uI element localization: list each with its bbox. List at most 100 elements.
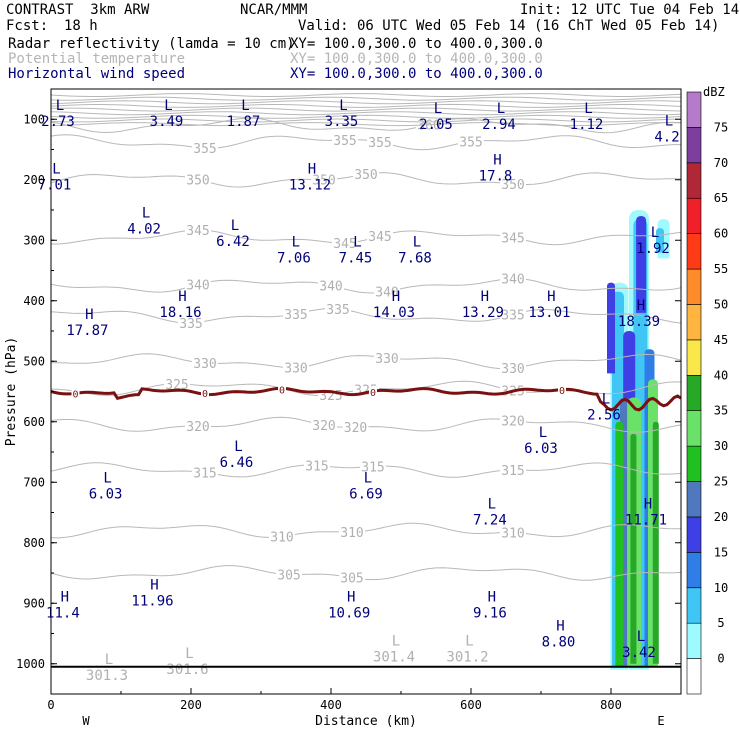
wind-extremum-value: 2.73 xyxy=(41,114,75,130)
wind-extremum-value: 1.92 xyxy=(636,241,670,257)
theta-extremum-marker: L xyxy=(465,634,473,650)
wind-extremum-value: 6.42 xyxy=(216,234,250,250)
theta-label-bg xyxy=(500,307,526,321)
wind-extremum-value: 2.05 xyxy=(419,117,453,133)
x-tick-label: 400 xyxy=(320,698,342,712)
x-tick-label: 200 xyxy=(180,698,202,712)
wind-extremum-marker: L xyxy=(353,234,361,250)
theta-label-bg xyxy=(269,529,295,543)
wind-extremum-marker: H xyxy=(644,496,652,512)
theta-extremum-value: 301.3 xyxy=(86,668,128,684)
theta-label-355: 355 xyxy=(193,142,216,157)
theta-contour-upper xyxy=(51,103,681,108)
axes: 100 200 300 400 500 600 700 800 900 1000 0 200 400 60… xyxy=(4,88,682,729)
wind-extremum-marker: L xyxy=(292,234,300,250)
colorbar-label: 60 xyxy=(714,227,728,241)
colorbar-swatch xyxy=(686,197,702,234)
theta-label-bg xyxy=(500,176,526,190)
theta-label-315: 315 xyxy=(501,464,524,479)
theta-contours: 305 305 310 310 310 315 315 315 315 320 320 320 320 3… xyxy=(51,93,681,587)
y-tick-label: 100 xyxy=(23,112,45,126)
wind-extremum-marker: L xyxy=(56,98,64,114)
theta-contour-305 xyxy=(51,565,681,581)
theta-extremum-value: 301.2 xyxy=(446,650,488,666)
zero-label: 0 xyxy=(370,388,376,399)
colorbar-label: 70 xyxy=(714,156,728,170)
wind-extremum-marker: L xyxy=(241,98,249,114)
colorbar-label: 25 xyxy=(714,475,728,489)
wind-extremum-value: 6.03 xyxy=(524,441,558,457)
wind-extremum-value: 2.94 xyxy=(482,117,516,133)
colorbar-swatch xyxy=(686,587,702,624)
theta-label-bg xyxy=(339,570,365,584)
theta-label-335: 335 xyxy=(284,308,307,323)
wind-extremum-marker: H xyxy=(178,289,186,305)
theta-label-315: 315 xyxy=(361,461,384,476)
zero-line: 0 0 0 0 0 xyxy=(51,383,681,412)
colorbar-label: 35 xyxy=(714,404,728,418)
theta-label-335: 335 xyxy=(326,303,349,318)
zero-line-path xyxy=(51,386,681,412)
colorbar-label: 65 xyxy=(714,191,728,205)
wind-extremum-value: 1.87 xyxy=(227,114,261,130)
theta-contour-360 xyxy=(51,117,681,134)
theta-label-bg xyxy=(332,235,358,249)
theta-label-340: 340 xyxy=(375,286,398,301)
theta-label-bg xyxy=(342,420,369,434)
theta-label-bg xyxy=(374,350,400,364)
theta-label-bg xyxy=(178,315,204,329)
theta-label-bg xyxy=(500,463,526,477)
colorbar-label: 40 xyxy=(714,368,728,382)
colorbar-label: 45 xyxy=(714,333,728,347)
echo-dkgreen-a xyxy=(630,433,637,664)
x-tick-label: 0 xyxy=(47,698,54,712)
theta-label-bg xyxy=(374,284,400,298)
theta-contour-345 xyxy=(51,229,681,246)
echo-green-a xyxy=(615,421,624,667)
colorbar-swatch xyxy=(686,410,702,447)
wind-extremum-marker: L xyxy=(584,101,592,117)
wind-extremum-marker: L xyxy=(602,392,610,408)
x-axis-label: Distance (km) xyxy=(315,714,417,729)
colorbar-label: 55 xyxy=(714,262,728,276)
wind-extremum-marker: L xyxy=(488,496,496,512)
echo-sky-c xyxy=(656,228,664,253)
colorbar-label: 0 xyxy=(717,652,724,666)
x-tick-label: 800 xyxy=(600,698,622,712)
theta-label-320: 320 xyxy=(186,420,209,435)
wind-extremum-value: 7.06 xyxy=(277,250,311,266)
theta-label-355: 355 xyxy=(368,136,391,151)
theta-label-bg xyxy=(332,132,358,146)
reflectivity-shading xyxy=(607,210,670,670)
theta-contour-upper xyxy=(51,114,681,119)
theta-label-310: 310 xyxy=(340,526,363,541)
theta-contour-upper xyxy=(51,107,681,112)
y-tick-label: 200 xyxy=(23,173,45,187)
wind-extremum-value: 18.16 xyxy=(159,305,201,321)
y-tick-label: 1000 xyxy=(16,657,45,671)
wind-extremum-marker: H xyxy=(481,289,489,305)
theta-label-350: 350 xyxy=(501,178,524,193)
wind-extremum-value: 13.12 xyxy=(289,178,331,194)
theta-extremum-marker: L xyxy=(185,646,193,662)
colorbar: dBZ 0 5 10 15 20 25 30 35 40 45 50 55 60 65 70 75 xyxy=(686,85,728,695)
theta-label-bg xyxy=(164,376,190,390)
colorbar-swatch xyxy=(686,233,702,270)
wind-extremum-value: 1.12 xyxy=(570,117,604,133)
wind-extremum-marker: L xyxy=(231,218,239,234)
theta-contour-upper xyxy=(51,111,681,116)
wind-extremum-marker: L xyxy=(413,234,421,250)
y-axis-label: Pressure (hPa) xyxy=(4,337,19,447)
y-tick-label: 500 xyxy=(23,354,45,368)
colorbar-label: 30 xyxy=(714,439,728,453)
wind-extremum-value: 3.35 xyxy=(325,114,359,130)
theta-label-bg xyxy=(500,230,526,244)
theta-label-345: 345 xyxy=(501,231,524,246)
theta-label-355: 355 xyxy=(333,134,356,149)
zero-label-bg xyxy=(71,387,80,399)
theta-contour-upper xyxy=(51,96,681,101)
wind-extremum-value: 10.69 xyxy=(328,605,370,621)
wind-extremum-value: 9.16 xyxy=(473,605,507,621)
theta-label-bg xyxy=(360,459,386,473)
wind-extremum-marker: H xyxy=(347,589,355,605)
